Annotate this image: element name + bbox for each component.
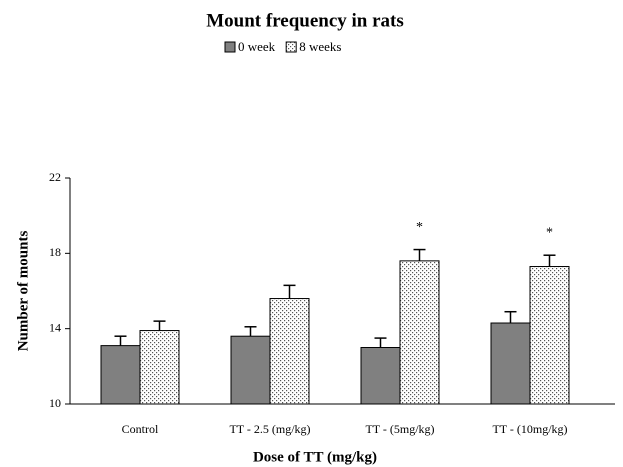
bar (399, 260, 440, 405)
y-tick-label: 18 (49, 245, 61, 259)
significance-marker: * (416, 220, 423, 235)
y-axis-label: Number of mounts (15, 231, 31, 352)
legend-swatch (224, 41, 236, 53)
x-tick-label: TT - 2.5 (mg/kg) (229, 422, 310, 436)
bar (139, 330, 180, 405)
bar (360, 347, 401, 405)
y-tick-label: 22 (49, 170, 61, 184)
bar (269, 298, 310, 405)
y-tick-label: 14 (49, 320, 61, 334)
x-tick-label: TT - (10mg/kg) (492, 422, 567, 436)
x-tick-label: TT - (5mg/kg) (365, 422, 434, 436)
bar (230, 335, 271, 405)
y-tick-label: 10 (49, 396, 61, 410)
x-axis-label: Dose of TT (mg/kg) (253, 449, 377, 465)
chart-title: Mount frequency in rats (206, 10, 404, 31)
x-tick-label: Control (122, 422, 159, 436)
legend-label: 8 weeks (299, 39, 341, 54)
bar (490, 322, 531, 405)
bar (529, 266, 570, 405)
legend-label: 0 week (238, 39, 276, 54)
bar (100, 345, 141, 405)
significance-marker: * (546, 225, 553, 240)
legend-swatch (285, 41, 297, 53)
